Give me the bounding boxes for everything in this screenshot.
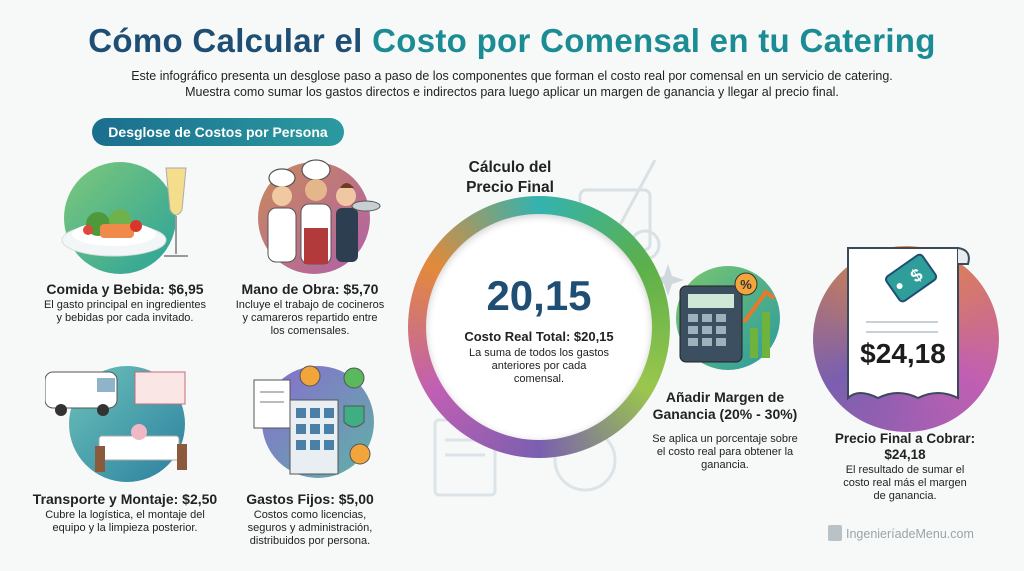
item-fixed-desc-line: Costos como licencias, (253, 509, 367, 521)
margin-title: Añadir Margen de Ganancia (20% - 30%) (640, 389, 810, 423)
total-cost-desc-line: anteriores por cada (491, 360, 587, 372)
page-title: Cómo Calcular el Costo por Comensal en t… (0, 22, 1024, 60)
logo-suffix: .com (946, 527, 974, 541)
total-cost-desc: La suma de todos los gastos anteriores p… (436, 347, 642, 386)
sparkle-icon (652, 264, 684, 296)
item-labor-desc: Incluye el trabajo de cocineros y camare… (220, 299, 400, 338)
logo-fork-icon (828, 525, 842, 541)
item-food-desc-line: El gasto principal en ingredientes (43, 299, 207, 311)
item-food-desc-line: y bebidas por cada invitado. (56, 312, 194, 324)
center-title-line: Precio Final (466, 179, 554, 196)
total-cost-desc-line: comensal. (513, 373, 565, 385)
item-fixed-title: Gastos Fijos: $5,00 (246, 491, 374, 507)
margin-desc-line: el costo real para obtener la (656, 446, 794, 458)
margin-desc-line: Se aplica un porcentaje sobre (652, 433, 798, 445)
chefs-waiter-icon (258, 159, 381, 274)
percent-badge: % (740, 277, 752, 292)
item-transport-desc-line: Cubre la logística, el montaje del (45, 509, 205, 521)
item-labor-desc-line: Incluye el trabajo de cocineros (235, 299, 385, 311)
item-labor-desc-line: los comensales. (270, 325, 350, 337)
title-part2: Costo por Comensal en tu Catering (372, 22, 936, 59)
item-food-desc: El gasto principal en ingredientes y beb… (30, 299, 220, 325)
subtitle-line2: Muestra como sumar los gastos directos e… (185, 85, 839, 99)
item-fixed-desc-line: seguros y administración, (247, 522, 373, 534)
item-transport-desc: Cubre la logística, el montaje del equip… (20, 509, 230, 535)
section-pill: Desglose de Costos por Persona (92, 118, 344, 146)
salmon-plate-wine-icon (61, 162, 188, 274)
final-desc-line: El resultado de sumar el (845, 464, 965, 476)
item-food-title: Comida y Bebida: $6,95 (46, 281, 204, 297)
final-desc-line: costo real más el margen (843, 477, 967, 489)
final-desc: El resultado de sumar el costo real más … (820, 464, 990, 503)
total-cost-desc-line: La suma de todos los gastos (468, 347, 610, 359)
margin-title-line: Ganancia (20% - 30%) (652, 406, 798, 422)
final-desc-line: de ganancia. (873, 490, 937, 502)
total-cost-label: Costo Real Total: $20,15 (464, 329, 614, 344)
item-labor-title: Mano de Obra: $5,70 (241, 281, 379, 297)
item-transport-title: Transporte y Montaje: $2,50 (32, 491, 218, 507)
margin-desc: Se aplica un porcentaje sobre el costo r… (640, 433, 810, 472)
calculator-growth-icon: % (676, 266, 780, 370)
subtitle: Este infográfico presenta un desglose pa… (60, 68, 964, 100)
margin-title-line: Añadir Margen de (665, 389, 785, 405)
center-title-line: Cálculo del (468, 159, 552, 176)
receipt-icon: $ (847, 247, 970, 401)
item-fixed-desc-line: distribuidos por persona. (249, 535, 371, 547)
item-labor-desc-line: y camareros repartido entre (242, 312, 378, 324)
subtitle-line1: Este infográfico presenta un desglose pa… (131, 69, 893, 83)
final-price-value: $24,18 (860, 338, 946, 369)
brand-logo: IngenieríadeMenu.com (828, 525, 974, 541)
item-transport-desc-line: equipo y la limpieza posterior. (52, 522, 198, 534)
title-part1: Cómo Calcular el (88, 22, 373, 59)
item-fixed-desc: Costos como licencias, seguros y adminis… (220, 509, 400, 548)
center-inner-circle (426, 214, 652, 440)
final-title-line: $24,18 (884, 447, 926, 462)
center-title: Cálculo del Precio Final (440, 158, 580, 198)
logo-text: IngenieríadeMenu (846, 527, 947, 541)
building-documents-icon (253, 365, 374, 478)
final-title: Precio Final a Cobrar: $24,18 (820, 431, 990, 463)
van-banquet-icon (45, 366, 187, 482)
total-cost-value: 20,15 (486, 272, 592, 319)
final-title-line: Precio Final a Cobrar: (834, 431, 976, 446)
margin-desc-line: ganancia. (701, 459, 749, 471)
